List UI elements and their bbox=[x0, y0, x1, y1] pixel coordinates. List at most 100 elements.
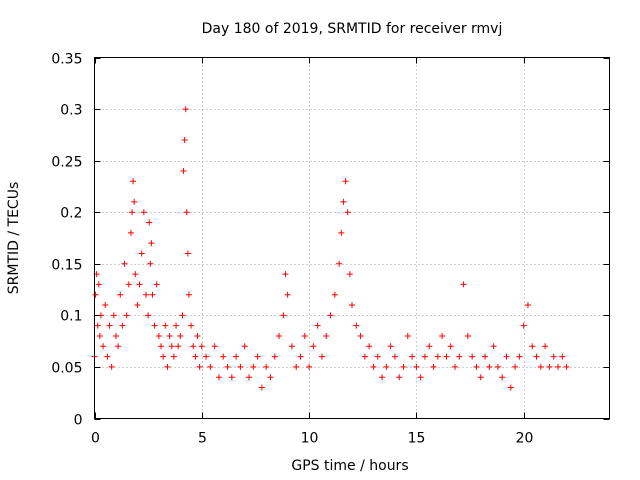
data-point bbox=[237, 363, 244, 370]
data-point bbox=[175, 343, 182, 350]
data-point bbox=[349, 302, 355, 309]
data-point bbox=[443, 353, 450, 360]
data-point bbox=[241, 343, 248, 350]
data-point bbox=[100, 343, 107, 350]
data-point bbox=[529, 343, 536, 350]
data-point bbox=[96, 332, 103, 339]
data-point bbox=[353, 322, 360, 329]
data-point bbox=[164, 363, 171, 370]
data-point bbox=[499, 374, 506, 381]
x-tick-label: 10 bbox=[301, 431, 319, 447]
data-point bbox=[127, 229, 134, 236]
data-point bbox=[338, 229, 345, 236]
data-point bbox=[370, 363, 377, 370]
data-point bbox=[342, 178, 349, 185]
data-point bbox=[331, 291, 338, 298]
data-point bbox=[284, 291, 291, 298]
data-point bbox=[147, 260, 154, 267]
data-point bbox=[185, 291, 192, 298]
x-tick-label: 5 bbox=[198, 431, 207, 447]
data-point bbox=[327, 312, 334, 319]
data-point bbox=[494, 363, 501, 370]
data-point bbox=[182, 106, 189, 113]
data-point bbox=[559, 353, 566, 360]
data-point bbox=[179, 312, 186, 319]
data-point bbox=[196, 363, 203, 370]
data-point bbox=[250, 363, 257, 370]
data-point bbox=[138, 250, 145, 257]
x-tick-label: 0 bbox=[91, 431, 100, 447]
data-point bbox=[166, 332, 173, 339]
data-point bbox=[148, 240, 155, 247]
chart-title: Day 180 of 2019, SRMTID for receiver rmv… bbox=[202, 21, 503, 37]
data-point bbox=[246, 374, 252, 381]
data-point bbox=[177, 332, 184, 339]
data-point bbox=[267, 374, 274, 381]
data-point bbox=[477, 374, 484, 381]
data-point bbox=[215, 374, 222, 381]
data-point bbox=[546, 363, 553, 370]
data-point bbox=[318, 353, 325, 360]
data-point bbox=[379, 374, 386, 381]
data-point bbox=[512, 363, 519, 370]
data-point bbox=[183, 209, 190, 216]
data-point bbox=[92, 291, 99, 298]
data-point bbox=[301, 332, 308, 339]
axis-ticks: 0 0.05 0.1 0.15 0.2 0.25 0.3 0.35 0 5 10 15 20 bbox=[51, 52, 610, 447]
data-point bbox=[173, 322, 180, 329]
data-point bbox=[180, 167, 187, 174]
data-point bbox=[136, 281, 143, 288]
data-point bbox=[280, 312, 287, 319]
data-point bbox=[297, 353, 304, 360]
data-point bbox=[115, 343, 122, 350]
data-point bbox=[314, 322, 321, 329]
data-point bbox=[400, 363, 407, 370]
data-point bbox=[121, 260, 128, 267]
data-point bbox=[119, 322, 126, 329]
data-point bbox=[184, 250, 191, 257]
data-point bbox=[94, 322, 101, 329]
data-point bbox=[421, 353, 428, 360]
data-point bbox=[340, 198, 347, 205]
data-point bbox=[207, 363, 214, 370]
data-point bbox=[108, 363, 115, 370]
data-point bbox=[162, 322, 169, 329]
data-point bbox=[306, 363, 313, 370]
data-point bbox=[456, 353, 463, 360]
data-point bbox=[520, 322, 527, 329]
data-point bbox=[516, 353, 523, 360]
data-point bbox=[473, 363, 480, 370]
data-point bbox=[503, 353, 510, 360]
y-tick-label: 0.2 bbox=[60, 206, 82, 222]
data-point bbox=[288, 343, 295, 350]
data-point bbox=[276, 332, 283, 339]
data-point bbox=[146, 219, 153, 226]
data-point bbox=[293, 363, 300, 370]
data-point bbox=[563, 363, 570, 370]
data-point bbox=[310, 343, 317, 350]
data-point bbox=[366, 343, 373, 350]
data-point bbox=[357, 332, 364, 339]
x-tick-label: 20 bbox=[516, 431, 534, 447]
data-point bbox=[203, 353, 210, 360]
data-point bbox=[524, 302, 531, 309]
data-point bbox=[132, 271, 139, 278]
data-point bbox=[192, 353, 199, 360]
data-point bbox=[507, 384, 514, 391]
data-point bbox=[409, 353, 416, 360]
x-tick-label: 15 bbox=[408, 431, 426, 447]
data-point bbox=[452, 363, 458, 370]
data-point bbox=[194, 332, 201, 339]
data-point bbox=[271, 353, 278, 360]
data-point bbox=[555, 363, 561, 370]
data-point bbox=[104, 353, 111, 360]
data-point bbox=[160, 353, 167, 360]
data-point bbox=[198, 343, 205, 350]
data-point bbox=[149, 291, 156, 298]
y-tick-label: 0.1 bbox=[60, 309, 82, 325]
data-point bbox=[220, 353, 227, 360]
data-point bbox=[125, 281, 132, 288]
data-point bbox=[396, 374, 403, 381]
data-point bbox=[486, 363, 493, 370]
